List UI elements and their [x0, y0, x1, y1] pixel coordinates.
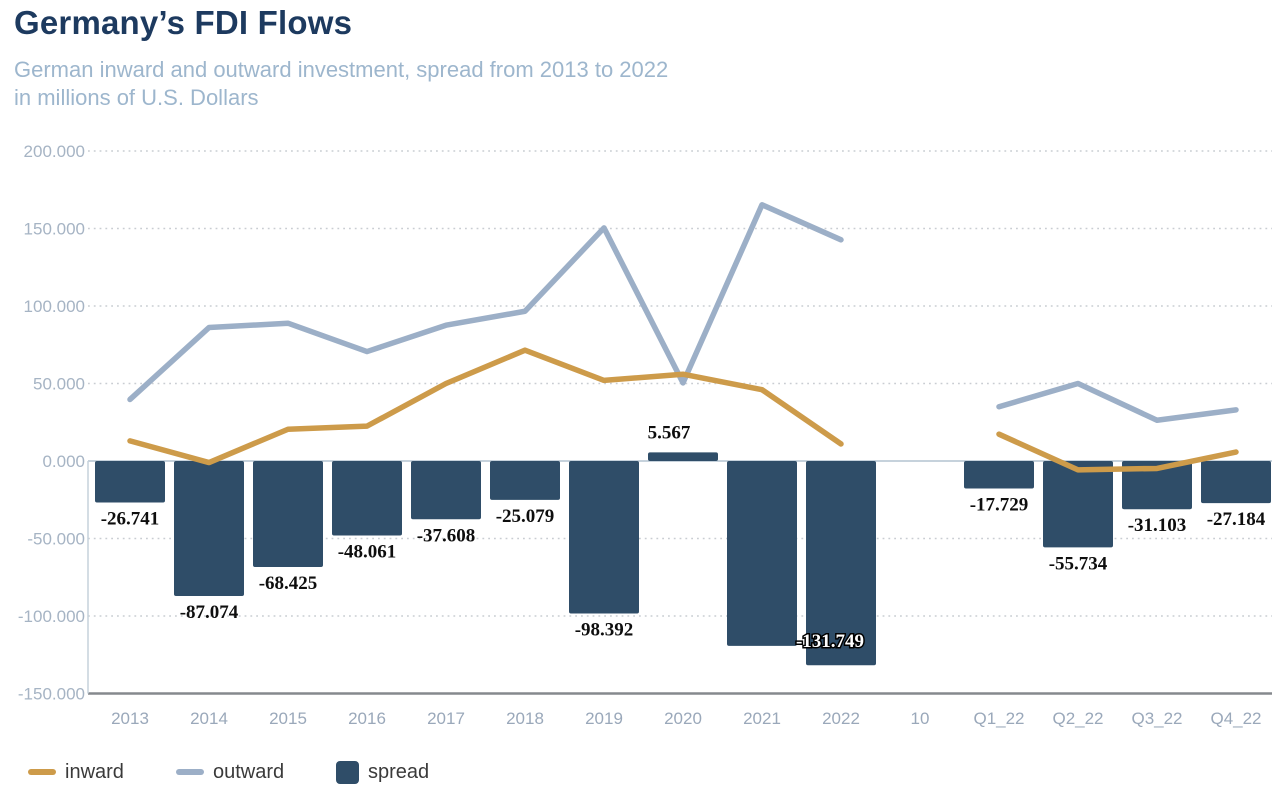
bar-value-label: -25.079 [496, 506, 555, 527]
y-axis-tick: 100.000 [24, 297, 85, 316]
bar-value-label: -31.103 [1128, 515, 1187, 536]
inward-line-swatch [28, 769, 56, 775]
page-title: Germany’s FDI Flows [14, 4, 353, 41]
bar-value-label: -27.184 [1207, 509, 1266, 530]
bar-value-label: -48.061 [338, 541, 397, 562]
y-axis-tick: -50.000 [27, 530, 85, 549]
spread-bar [806, 461, 876, 666]
bar-value-label: 5.567 [648, 422, 691, 443]
y-axis-tick: 150.000 [24, 220, 85, 239]
y-axis-tick: 0.000 [42, 452, 85, 471]
outward-line [127, 202, 1239, 423]
bar-labels: -26.741 -87.074 -68.425 -48.061 -37.608 -25.0… [101, 422, 1266, 653]
bar-value-label: -68.425 [259, 573, 318, 594]
spread-bar [174, 461, 244, 596]
subtitle-line-1: German inward and outward investment, sp… [14, 57, 669, 82]
legend-item-inward: inward [28, 754, 124, 786]
spread-bar [411, 461, 481, 520]
bar-value-label: -87.074 [180, 602, 239, 623]
y-axis-tick: -100.000 [18, 607, 85, 626]
legend-item-spread: spread [336, 754, 429, 786]
bar-value-label: -26.741 [101, 508, 160, 529]
x-axis-tick: Q4_22 [1210, 709, 1261, 728]
bar-value-label: -98.392 [575, 620, 634, 641]
spread-bar [569, 461, 639, 614]
chart-legend: inward outward spread [0, 754, 1280, 786]
x-axis-tick: 2016 [348, 709, 386, 728]
legend-label-outward: outward [213, 760, 285, 783]
subtitle-line-2: in millions of U.S. Dollars [14, 85, 259, 110]
legend-label-inward: inward [65, 760, 124, 783]
spread-bar [1043, 461, 1113, 548]
bar-value-label: -55.734 [1049, 553, 1108, 574]
spread-bar [1122, 461, 1192, 510]
x-axis-tick: 2017 [427, 709, 465, 728]
outward-line-segment [127, 202, 844, 403]
outward-line-swatch [176, 769, 204, 775]
spread-bar [648, 452, 718, 461]
x-axis-tick: Q2_22 [1052, 709, 1103, 728]
inward-line-segment [996, 431, 1239, 473]
x-axis-tick: 2019 [585, 709, 623, 728]
bar-value-label: -131.749 [796, 631, 864, 652]
spread-bar [253, 461, 323, 568]
x-axis-tick: 2020 [664, 709, 702, 728]
chart-subtitle: German inward and outward investment, sp… [14, 56, 668, 112]
y-axis-tick: -150.000 [18, 685, 85, 704]
bar-value-label: -17.729 [970, 494, 1029, 515]
spread-bar [1201, 461, 1271, 504]
spread-bar [727, 461, 797, 646]
inward-line-segment [127, 347, 844, 466]
y-axis-tick: 200.000 [24, 142, 85, 161]
spread-bar [964, 461, 1034, 489]
legend-item-outward: outward [176, 754, 284, 786]
x-axis-tick: 2018 [506, 709, 544, 728]
x-axis-tick: 2022 [822, 709, 860, 728]
inward-line [127, 347, 1239, 473]
spread-square-swatch [336, 760, 359, 784]
bar-value-label: -37.608 [417, 525, 476, 546]
y-axis-tick: 50.000 [33, 375, 85, 394]
spread-bars [95, 452, 1271, 666]
spread-bar [490, 461, 560, 500]
x-axis-tick: 2014 [190, 709, 228, 728]
x-axis-tick: Q1_22 [973, 709, 1024, 728]
x-axis-tick: 2013 [111, 709, 149, 728]
outward-line-segment [996, 380, 1239, 423]
x-axis-tick: 2021 [743, 709, 781, 728]
x-axis-tick: Q3_22 [1131, 709, 1182, 728]
legend-label-spread: spread [368, 760, 430, 783]
x-axis-tick: 2015 [269, 709, 307, 728]
spread-bar [332, 461, 402, 536]
x-axis-tick: 10 [911, 709, 930, 728]
x-axis-labels: 2013 2014 2015 2016 2017 2018 2019 2020 2021 2022… [111, 709, 1261, 728]
spread-bar [95, 461, 165, 503]
